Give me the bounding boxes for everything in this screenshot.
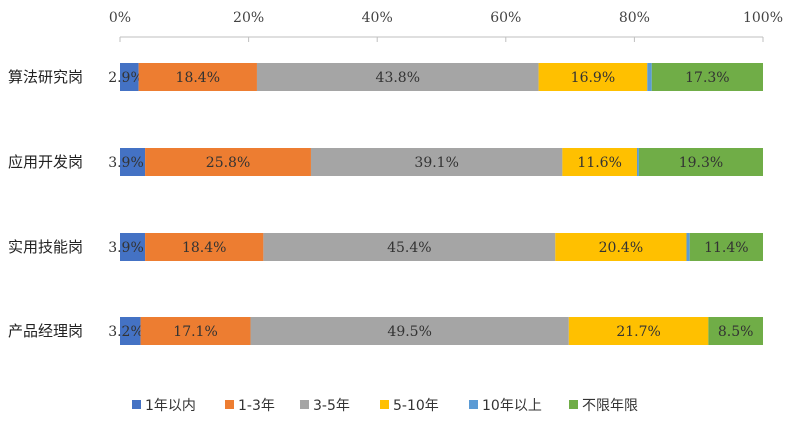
data-label: 8.5% bbox=[718, 324, 754, 340]
data-label: 20.4% bbox=[599, 240, 643, 256]
data-label: 3.2% bbox=[108, 324, 144, 340]
bar-segment bbox=[651, 63, 763, 91]
legend-label: 1年以内 bbox=[145, 398, 196, 414]
bar-segment bbox=[120, 63, 139, 91]
bar-segment bbox=[647, 63, 652, 91]
bar-segment bbox=[120, 233, 146, 261]
category-label: 算法研究岗 bbox=[8, 68, 83, 86]
bar-segment bbox=[120, 148, 146, 176]
data-label: 45.4% bbox=[387, 240, 431, 256]
data-label: 17.1% bbox=[173, 324, 217, 340]
x-tick-label: 0% bbox=[109, 10, 131, 26]
bar-segment bbox=[250, 317, 569, 345]
legend-swatch bbox=[225, 400, 234, 409]
data-label: 25.8% bbox=[206, 155, 250, 171]
data-label: 11.6% bbox=[577, 155, 621, 171]
bar-segment bbox=[120, 317, 141, 345]
legend-label: 3-5年 bbox=[313, 398, 350, 414]
x-tick-label: 80% bbox=[619, 10, 650, 26]
legend-label: 10年以上 bbox=[482, 398, 542, 414]
data-label: 19.3% bbox=[679, 155, 723, 171]
data-label: 3.9% bbox=[108, 155, 144, 171]
data-label: 49.5% bbox=[387, 324, 431, 340]
data-label: 21.7% bbox=[616, 324, 660, 340]
category-label: 产品经理岗 bbox=[8, 322, 83, 340]
bar-segment bbox=[686, 233, 690, 261]
bar-segment bbox=[562, 148, 637, 176]
x-tick-label: 60% bbox=[490, 10, 521, 26]
bar-segment bbox=[638, 148, 763, 176]
data-label: 17.3% bbox=[685, 70, 729, 86]
bar-segment bbox=[310, 148, 563, 176]
legend-swatch bbox=[569, 400, 578, 409]
bar-segment bbox=[568, 317, 709, 345]
data-label: 18.4% bbox=[176, 70, 220, 86]
legend-label: 5-10年 bbox=[393, 398, 439, 414]
data-label: 3.9% bbox=[108, 240, 144, 256]
legend-swatch bbox=[300, 400, 309, 409]
bar-segment bbox=[145, 148, 311, 176]
bar-segment bbox=[256, 63, 539, 91]
data-label: 16.9% bbox=[571, 70, 615, 86]
category-label: 应用开发岗 bbox=[8, 153, 83, 171]
bar-segment bbox=[689, 233, 763, 261]
x-tick-label: 20% bbox=[233, 10, 264, 26]
bar-segment bbox=[263, 233, 556, 261]
legend-swatch bbox=[469, 400, 478, 409]
data-label: 39.1% bbox=[414, 155, 458, 171]
data-label: 2.9% bbox=[108, 70, 144, 86]
data-label: 11.4% bbox=[704, 240, 748, 256]
bar-segment bbox=[145, 233, 264, 261]
legend-label: 1-3年 bbox=[238, 398, 275, 414]
data-label: 43.8% bbox=[376, 70, 420, 86]
x-tick-label: 100% bbox=[743, 10, 783, 26]
bar-segment bbox=[138, 63, 257, 91]
bar-segment bbox=[555, 233, 687, 261]
bar-segment bbox=[708, 317, 763, 345]
data-label: 18.4% bbox=[182, 240, 226, 256]
legend-label: 不限年限 bbox=[582, 398, 638, 414]
category-label: 实用技能岗 bbox=[8, 238, 83, 256]
legend-swatch bbox=[132, 400, 141, 409]
legend-swatch bbox=[380, 400, 389, 409]
bar-segment bbox=[140, 317, 251, 345]
bar-segment bbox=[636, 148, 639, 176]
bar-segment bbox=[538, 63, 648, 91]
x-tick-label: 40% bbox=[362, 10, 393, 26]
